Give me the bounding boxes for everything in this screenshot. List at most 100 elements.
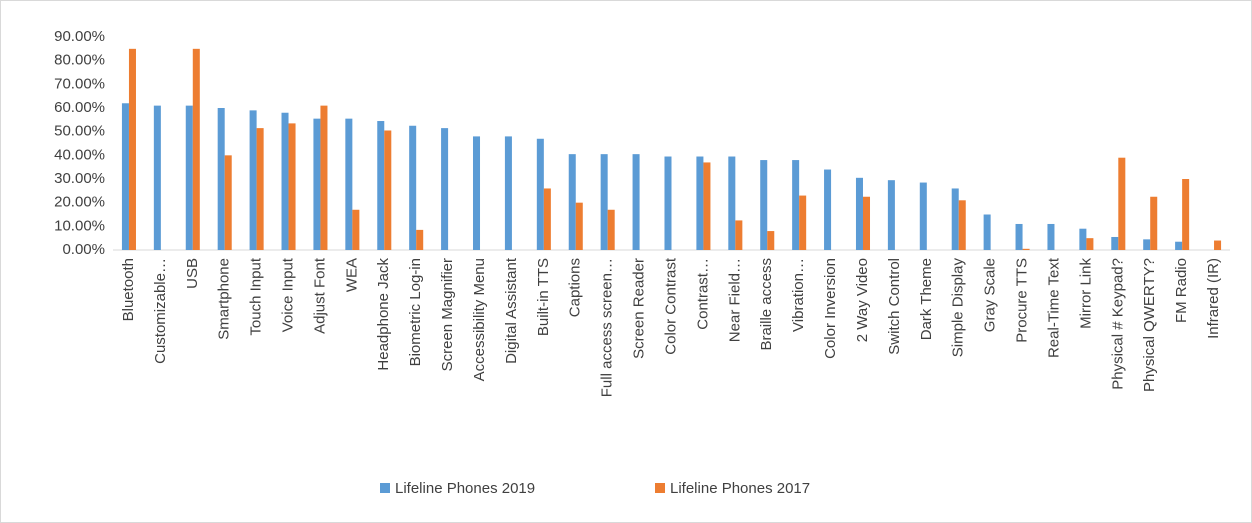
bar <box>1086 238 1094 250</box>
x-tick-label: Mirror Link <box>1077 258 1094 329</box>
bar <box>728 156 736 250</box>
x-tick-label: Touch Input <box>248 257 265 335</box>
bar <box>345 118 353 251</box>
x-tick-label: FM Radio <box>1173 258 1190 323</box>
bar <box>192 48 200 251</box>
bar <box>256 128 264 250</box>
bar <box>919 182 927 250</box>
bar <box>1079 228 1087 250</box>
bar <box>824 169 832 250</box>
bar <box>153 105 161 250</box>
x-tick-label: Physical # Keypad? <box>1109 258 1126 390</box>
x-tick-label: Near Field… <box>726 258 743 342</box>
x-tick-label: Screen Reader <box>631 258 648 359</box>
bar <box>1111 236 1119 250</box>
x-tick-label: Real-Time Text <box>1045 257 1062 358</box>
y-tick-label: 60.00% <box>54 99 105 116</box>
bar <box>575 202 583 250</box>
y-tick-label: 10.00% <box>54 217 105 234</box>
x-tick-label: Braille access <box>758 258 775 351</box>
x-tick-label: Vibration… <box>790 258 807 332</box>
x-tick-label: Built-in TTS <box>535 258 552 336</box>
y-tick-label: 50.00% <box>54 123 105 140</box>
bar <box>1143 239 1151 250</box>
bar <box>281 112 289 250</box>
bar <box>862 196 871 250</box>
bar <box>1022 248 1030 250</box>
bar <box>1015 223 1023 250</box>
x-tick-label: Full access screen… <box>599 258 616 397</box>
x-tick-label: 2 Way Video <box>854 258 871 342</box>
bar <box>767 231 775 250</box>
bar <box>696 156 704 250</box>
bar <box>536 138 544 250</box>
x-tick-label: Accessibility Menu <box>471 258 488 381</box>
bar <box>441 128 449 250</box>
bar <box>1214 240 1222 250</box>
bar <box>217 108 225 250</box>
x-tick-label: Color Inversion <box>822 258 839 359</box>
x-tick-label: Voice Input <box>279 257 296 332</box>
bar <box>409 125 417 250</box>
y-tick-label: 20.00% <box>54 194 105 211</box>
bar <box>249 110 257 250</box>
bar <box>121 103 129 251</box>
bar <box>352 209 360 250</box>
legend-label: Lifeline Phones 2019 <box>395 480 535 497</box>
y-tick-label: 70.00% <box>54 75 105 92</box>
bar <box>760 160 768 250</box>
x-tick-label: Captions <box>567 258 584 317</box>
y-tick-label: 80.00% <box>54 52 105 69</box>
bar <box>983 214 991 250</box>
y-tick-label: 30.00% <box>54 170 105 187</box>
bar <box>703 162 711 250</box>
bar <box>288 123 296 250</box>
x-tick-label: Procure TTS <box>1014 258 1031 343</box>
x-tick-label: Smartphone <box>216 258 233 340</box>
x-tick-label: Customizable… <box>152 258 169 364</box>
legend-swatch <box>380 483 390 493</box>
x-tick-label: Gray Scale <box>982 258 999 332</box>
x-tick-label: Switch Control <box>886 258 903 355</box>
x-tick-label: Dark Theme <box>918 258 935 340</box>
bar <box>185 105 193 250</box>
bar <box>607 209 615 250</box>
bar <box>1175 241 1183 250</box>
y-tick-label: 40.00% <box>54 146 105 163</box>
x-tick-label: Physical QWERTY? <box>1141 258 1158 392</box>
bar <box>887 180 895 250</box>
x-tick-label: Digital Assistant <box>503 257 520 364</box>
bar <box>855 177 863 250</box>
bar <box>735 220 743 250</box>
bar <box>1118 157 1126 250</box>
x-tick-label: USB <box>184 258 201 289</box>
bar <box>1182 179 1190 250</box>
bar <box>1150 196 1158 250</box>
bar <box>632 154 640 250</box>
x-tick-label: Color Contrast <box>662 257 679 355</box>
x-tick-label: Headphone Jack <box>375 258 392 371</box>
x-tick-label: Adjust Font <box>311 257 328 334</box>
x-tick-label: Bluetooth <box>120 258 137 321</box>
bar <box>384 130 392 250</box>
bar <box>799 195 807 250</box>
bar <box>1047 223 1055 250</box>
bar <box>224 155 232 250</box>
bar <box>664 156 672 250</box>
bar <box>600 154 608 250</box>
legend-label: Lifeline Phones 2017 <box>670 480 810 497</box>
bar <box>504 136 512 250</box>
x-tick-label: Contrast… <box>694 258 711 330</box>
x-tick-label: Biometric Log-in <box>407 258 424 366</box>
bar <box>416 229 424 250</box>
bar <box>128 48 136 251</box>
bar <box>313 118 321 251</box>
x-tick-label: Screen Magnifier <box>439 258 456 371</box>
bar <box>320 105 328 250</box>
bar <box>792 160 800 250</box>
bar <box>377 121 385 251</box>
bar <box>543 188 551 250</box>
y-tick-label: 90.00% <box>54 28 105 45</box>
